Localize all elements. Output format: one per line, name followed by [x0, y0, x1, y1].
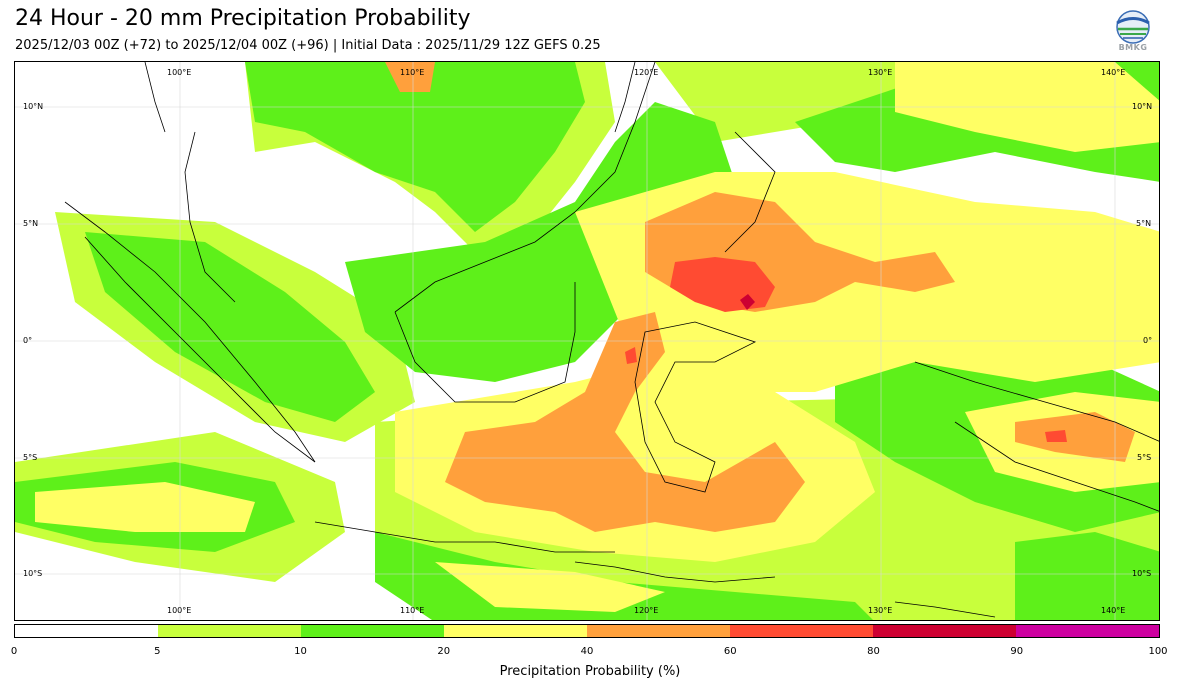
lon-label-top: 100°E: [167, 68, 192, 77]
lon-label-bottom: 140°E: [1101, 606, 1126, 615]
lon-label-top: 120°E: [634, 68, 659, 77]
colorbar-segment: [15, 625, 158, 637]
colorbar-tick-label: 20: [437, 646, 451, 657]
colorbar-segment: [301, 625, 444, 637]
colorbar: [14, 624, 1160, 638]
lon-label-bottom: 130°E: [868, 606, 893, 615]
colorbar-tick-label: 10: [294, 646, 307, 657]
coastlines: [64, 62, 1159, 618]
colorbar-label: Precipitation Probability (%): [499, 664, 681, 679]
colorbar-segment: [587, 625, 730, 637]
precipitation-map: 100°E 110°E 120°E 130°E 140°E 100°E 110°…: [14, 61, 1160, 621]
lat-label-left: 5°N: [23, 219, 39, 228]
colorbar-tick-label: 90: [1010, 646, 1024, 657]
chart-subtitle: 2025/12/03 00Z (+72) to 2025/12/04 00Z (…: [15, 38, 601, 53]
logo-text: BMKG: [1118, 43, 1148, 52]
colorbar-ticks: 0 5 10 20 40 60 80 90 100: [10, 646, 1168, 660]
bmkg-logo: BMKG: [1113, 10, 1153, 56]
colorbar-segment: [1016, 625, 1159, 637]
lat-label-left: 10°S: [23, 569, 43, 578]
lon-label-bottom: 120°E: [634, 606, 659, 615]
lat-label-right: 10°S: [1132, 569, 1152, 578]
colorbar-tick-label: 60: [723, 646, 737, 657]
colorbar-tick-label: 5: [154, 646, 161, 657]
colorbar-tick-label: 80: [867, 646, 880, 657]
lat-label-right: 10°N: [1132, 102, 1153, 111]
lon-label-top: 110°E: [400, 68, 425, 77]
colorbar-segment: [158, 625, 301, 637]
bmkg-logo-icon: [1116, 10, 1150, 44]
colorbar-segment: [444, 625, 587, 637]
lat-label-right: 5°N: [1136, 219, 1152, 228]
colorbar-segment: [730, 625, 873, 637]
chart-title: 24 Hour - 20 mm Precipitation Probabilit…: [15, 6, 471, 31]
colorbar-tick-label: 40: [580, 646, 594, 657]
lon-label-top: 140°E: [1101, 68, 1126, 77]
colorbar-tick-label: 100: [1148, 646, 1168, 657]
colorbar-tick-label: 0: [10, 646, 18, 657]
lat-label-right: 5°S: [1137, 453, 1152, 462]
graticule: [15, 62, 1159, 620]
lon-label-bottom: 110°E: [400, 606, 425, 615]
lon-label-top: 130°E: [868, 68, 893, 77]
precipitation-field: [15, 62, 1159, 620]
lat-label-right: 0°: [1143, 336, 1153, 345]
lat-label-left: 10°N: [23, 102, 44, 111]
colorbar-segment: [873, 625, 1016, 637]
lat-label-left: 5°S: [23, 453, 38, 462]
lat-label-left: 0°: [23, 336, 33, 345]
field-80-90: [740, 294, 755, 310]
lon-label-bottom: 100°E: [167, 606, 192, 615]
